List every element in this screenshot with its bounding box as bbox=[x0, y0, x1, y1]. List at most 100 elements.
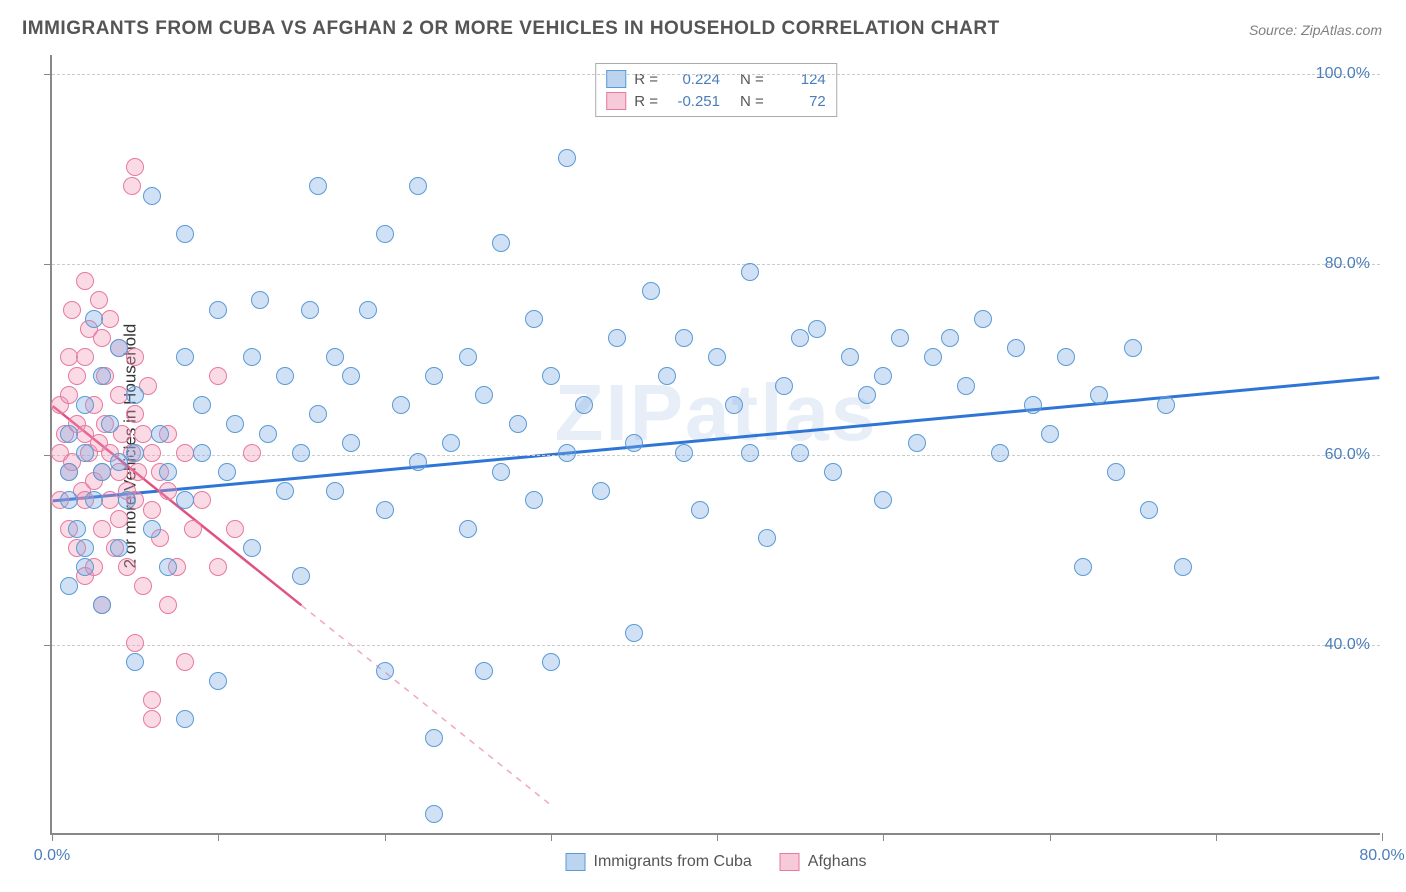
cuba-point bbox=[957, 377, 975, 395]
cuba-point bbox=[808, 320, 826, 338]
cuba-point bbox=[725, 396, 743, 414]
cuba-point bbox=[492, 463, 510, 481]
x-axis-max-label: 80.0% bbox=[1359, 847, 1404, 865]
afghan-point bbox=[143, 444, 161, 462]
afghan-point bbox=[93, 329, 111, 347]
cuba-point bbox=[110, 339, 128, 357]
afghan-point bbox=[90, 291, 108, 309]
cuba-point bbox=[1090, 386, 1108, 404]
cuba-point bbox=[193, 444, 211, 462]
cuba-point bbox=[1057, 348, 1075, 366]
cuba-point bbox=[376, 662, 394, 680]
cuba-point bbox=[376, 225, 394, 243]
cuba-point bbox=[608, 329, 626, 347]
afghan-point bbox=[76, 348, 94, 366]
y-tick-label: 40.0% bbox=[1325, 636, 1370, 654]
cuba-point bbox=[93, 596, 111, 614]
cuba-point bbox=[143, 520, 161, 538]
afghan-point bbox=[134, 425, 152, 443]
cuba-point bbox=[791, 329, 809, 347]
cuba-point bbox=[459, 348, 477, 366]
y-tick bbox=[44, 264, 52, 265]
afghan-point bbox=[126, 405, 144, 423]
cuba-point bbox=[542, 653, 560, 671]
afghan-point bbox=[123, 177, 141, 195]
cuba-point bbox=[292, 567, 310, 585]
x-tick bbox=[717, 833, 718, 841]
cuba-point bbox=[209, 301, 227, 319]
x-tick bbox=[1216, 833, 1217, 841]
source-attribution: Source: ZipAtlas.com bbox=[1249, 22, 1382, 38]
cuba-point bbox=[60, 491, 78, 509]
cuba-point bbox=[824, 463, 842, 481]
cuba-point bbox=[525, 491, 543, 509]
cuba-point bbox=[342, 434, 360, 452]
cuba-point bbox=[1107, 463, 1125, 481]
cuba-point bbox=[151, 425, 169, 443]
afghan-point bbox=[176, 444, 194, 462]
cuba-point bbox=[126, 444, 144, 462]
afghan-point bbox=[143, 501, 161, 519]
afghan-point bbox=[93, 520, 111, 538]
cuba-point bbox=[409, 453, 427, 471]
cuba-point bbox=[642, 282, 660, 300]
cuba-point bbox=[309, 405, 327, 423]
cuba-point bbox=[409, 177, 427, 195]
cuba-point bbox=[76, 558, 94, 576]
cuba-point bbox=[1140, 501, 1158, 519]
afghan-point bbox=[76, 272, 94, 290]
cuba-point bbox=[101, 415, 119, 433]
cuba-point bbox=[276, 367, 294, 385]
gridline bbox=[52, 264, 1380, 265]
cuba-point bbox=[459, 520, 477, 538]
afghan-point bbox=[209, 367, 227, 385]
legend-item: Immigrants from Cuba bbox=[566, 853, 752, 871]
cuba-point bbox=[392, 396, 410, 414]
cuba-point bbox=[118, 491, 136, 509]
cuba-point bbox=[176, 710, 194, 728]
cuba-point bbox=[509, 415, 527, 433]
afghan-point bbox=[101, 310, 119, 328]
cuba-point bbox=[891, 329, 909, 347]
cuba-point bbox=[243, 348, 261, 366]
afghan-point bbox=[126, 158, 144, 176]
afghan-point bbox=[101, 491, 119, 509]
x-tick bbox=[1382, 833, 1383, 841]
cuba-point bbox=[251, 291, 269, 309]
afghan-point bbox=[134, 577, 152, 595]
legend-swatch bbox=[566, 853, 586, 871]
cuba-point bbox=[1007, 339, 1025, 357]
cuba-point bbox=[126, 386, 144, 404]
cuba-point bbox=[326, 482, 344, 500]
x-tick bbox=[52, 833, 53, 841]
afghan-point bbox=[110, 510, 128, 528]
cuba-point bbox=[218, 463, 236, 481]
afghan-point bbox=[118, 558, 136, 576]
cuba-point bbox=[85, 310, 103, 328]
cuba-point bbox=[758, 529, 776, 547]
cuba-point bbox=[475, 662, 493, 680]
cuba-point bbox=[93, 367, 111, 385]
legend-label: Immigrants from Cuba bbox=[594, 853, 752, 871]
cuba-point bbox=[841, 348, 859, 366]
cuba-point bbox=[110, 453, 128, 471]
afghan-point bbox=[63, 301, 81, 319]
afghan-point bbox=[126, 634, 144, 652]
cuba-point bbox=[276, 482, 294, 500]
afghan-point bbox=[68, 367, 86, 385]
afghan-point bbox=[126, 348, 144, 366]
afghan-point bbox=[209, 558, 227, 576]
x-axis-min-label: 0.0% bbox=[34, 847, 70, 865]
cuba-point bbox=[1041, 425, 1059, 443]
cuba-point bbox=[741, 263, 759, 281]
cuba-point bbox=[791, 444, 809, 462]
x-tick bbox=[218, 833, 219, 841]
cuba-point bbox=[226, 415, 244, 433]
cuba-point bbox=[1124, 339, 1142, 357]
cuba-point bbox=[492, 234, 510, 252]
cuba-point bbox=[76, 539, 94, 557]
afghan-point bbox=[143, 710, 161, 728]
cuba-point bbox=[1074, 558, 1092, 576]
cuba-point bbox=[176, 491, 194, 509]
cuba-point bbox=[68, 520, 86, 538]
